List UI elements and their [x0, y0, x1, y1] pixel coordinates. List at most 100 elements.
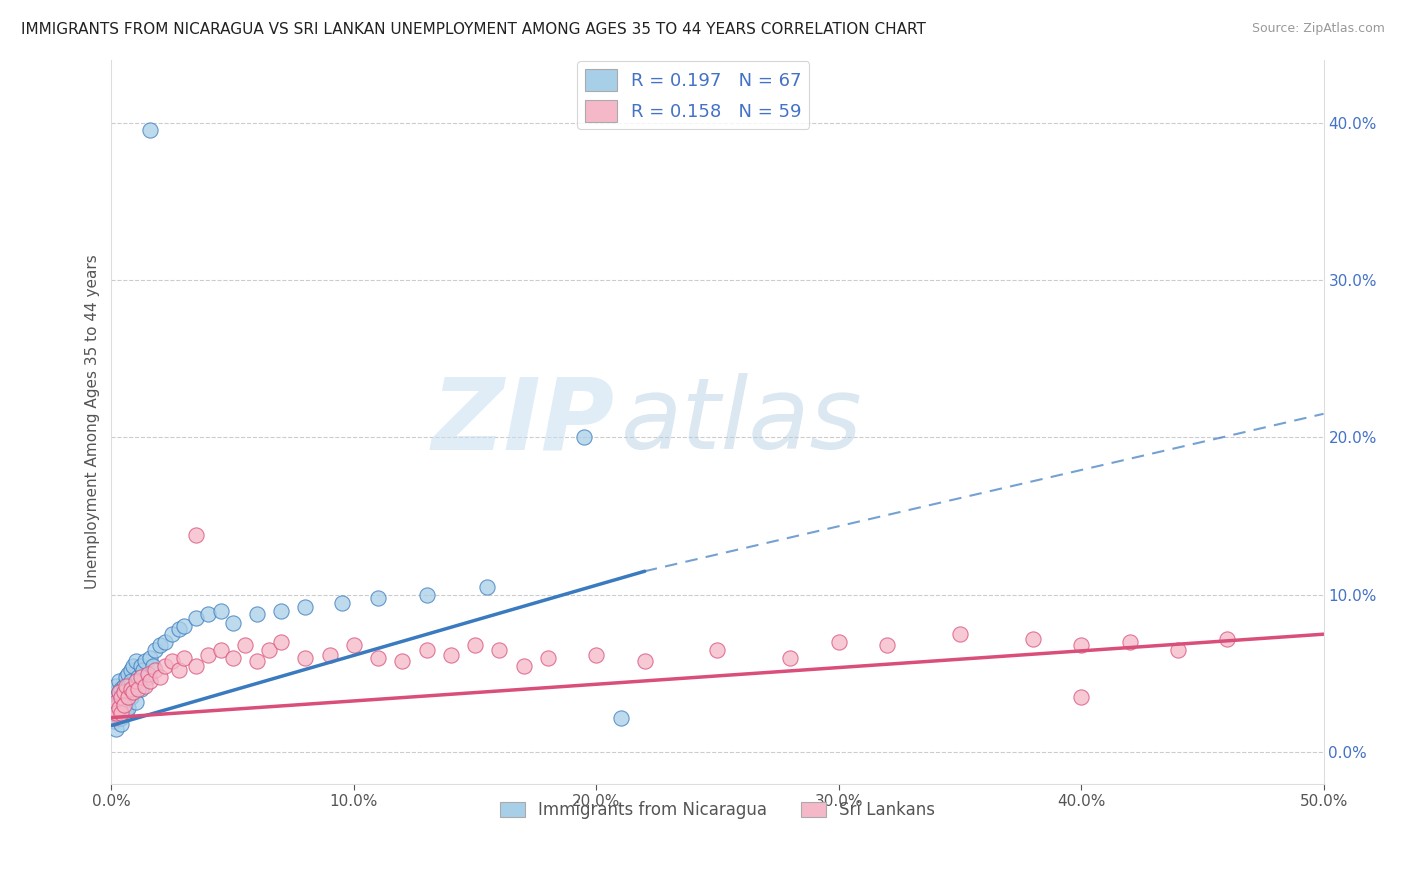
Point — [136, 670, 159, 684]
Point — [103, 701, 125, 715]
Point — [120, 664, 142, 678]
Point — [477, 580, 499, 594]
Y-axis label: Unemployment Among Ages 35 to 44 years: Unemployment Among Ages 35 to 44 years — [86, 254, 100, 589]
Point — [330, 596, 353, 610]
Point — [488, 643, 510, 657]
Point — [585, 648, 607, 662]
Point — [134, 654, 156, 668]
Point — [124, 679, 146, 693]
Point — [110, 701, 132, 715]
Point — [103, 711, 125, 725]
Point — [143, 664, 166, 678]
Point — [1021, 632, 1043, 646]
Point — [107, 685, 129, 699]
Point — [186, 611, 208, 625]
Point — [294, 650, 316, 665]
Point — [127, 670, 149, 684]
Point — [107, 701, 129, 715]
Point — [160, 627, 183, 641]
Point — [139, 123, 162, 137]
Point — [117, 679, 139, 693]
Point — [246, 607, 269, 621]
Point — [173, 619, 195, 633]
Point — [512, 658, 534, 673]
Text: ZIP: ZIP — [432, 373, 614, 470]
Point — [124, 695, 146, 709]
Point — [115, 670, 138, 684]
Legend: Immigrants from Nicaragua, Sri Lankans: Immigrants from Nicaragua, Sri Lankans — [494, 795, 942, 826]
Point — [103, 714, 125, 728]
Point — [105, 685, 128, 699]
Point — [876, 638, 898, 652]
Point — [391, 654, 413, 668]
Point — [112, 698, 135, 712]
Point — [122, 685, 145, 699]
Point — [124, 674, 146, 689]
Point — [257, 643, 280, 657]
Text: IMMIGRANTS FROM NICARAGUA VS SRI LANKAN UNEMPLOYMENT AMONG AGES 35 TO 44 YEARS C: IMMIGRANTS FROM NICARAGUA VS SRI LANKAN … — [21, 22, 927, 37]
Point — [129, 670, 152, 684]
Point — [110, 717, 132, 731]
Point — [105, 706, 128, 720]
Point — [107, 701, 129, 715]
Point — [143, 643, 166, 657]
Point — [105, 698, 128, 712]
Point — [122, 685, 145, 699]
Point — [415, 643, 437, 657]
Point — [294, 600, 316, 615]
Point — [117, 690, 139, 705]
Text: Source: ZipAtlas.com: Source: ZipAtlas.com — [1251, 22, 1385, 36]
Point — [186, 528, 208, 542]
Point — [107, 685, 129, 699]
Point — [129, 682, 152, 697]
Point — [1070, 638, 1092, 652]
Point — [367, 591, 389, 605]
Point — [1070, 690, 1092, 705]
Point — [233, 638, 256, 652]
Point — [107, 711, 129, 725]
Point — [197, 607, 219, 621]
Point — [112, 685, 135, 699]
Point — [160, 654, 183, 668]
Point — [129, 658, 152, 673]
Point — [115, 685, 138, 699]
Point — [105, 706, 128, 720]
Point — [270, 635, 292, 649]
Point — [136, 666, 159, 681]
Point — [186, 658, 208, 673]
Point — [209, 603, 232, 617]
Point — [779, 650, 801, 665]
Point — [142, 658, 165, 673]
Point — [153, 635, 176, 649]
Point — [149, 670, 172, 684]
Point — [105, 679, 128, 693]
Point — [124, 654, 146, 668]
Point — [318, 648, 340, 662]
Point — [115, 695, 138, 709]
Point — [107, 695, 129, 709]
Point — [110, 690, 132, 705]
Point — [246, 654, 269, 668]
Point — [440, 648, 463, 662]
Point — [609, 711, 631, 725]
Point — [221, 650, 243, 665]
Point — [134, 679, 156, 693]
Point — [105, 722, 128, 736]
Point — [103, 698, 125, 712]
Point — [169, 623, 191, 637]
Point — [115, 706, 138, 720]
Point — [117, 690, 139, 705]
Point — [132, 664, 155, 678]
Point — [1118, 635, 1140, 649]
Point — [153, 658, 176, 673]
Point — [120, 682, 142, 697]
Point — [110, 711, 132, 725]
Point — [169, 664, 191, 678]
Point — [103, 690, 125, 705]
Point — [112, 679, 135, 693]
Point — [221, 616, 243, 631]
Point — [122, 658, 145, 673]
Point — [110, 706, 132, 720]
Point — [139, 674, 162, 689]
Point — [197, 648, 219, 662]
